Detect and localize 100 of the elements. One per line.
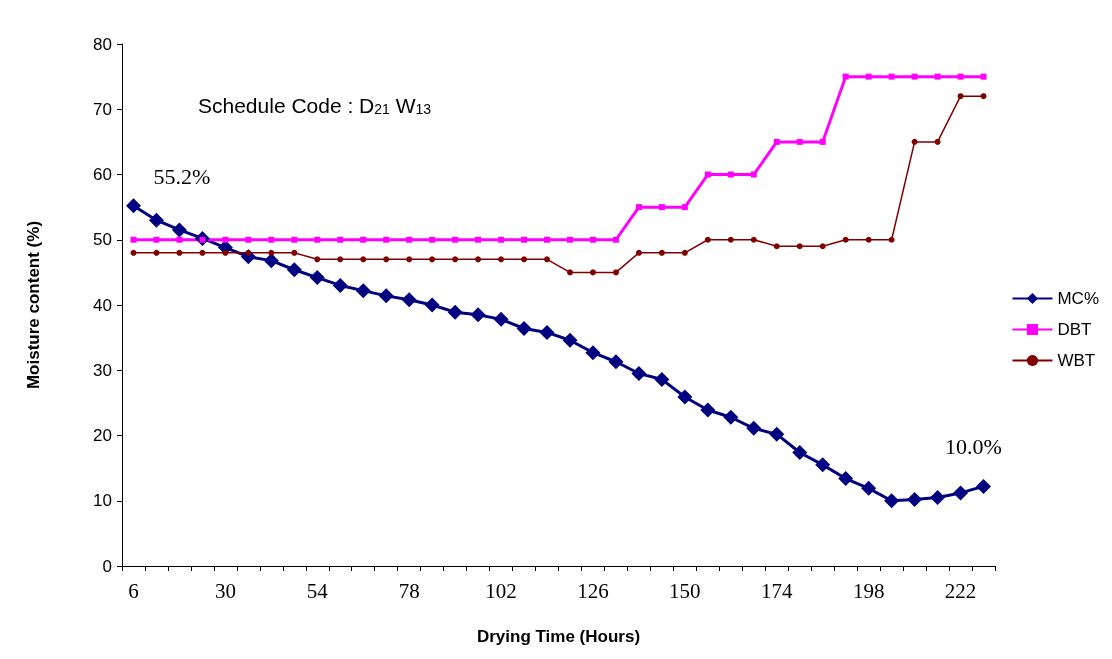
point [976, 478, 992, 494]
x-tick-label: 30 [214, 578, 236, 603]
point [516, 320, 532, 336]
point [199, 249, 206, 256]
point [727, 171, 734, 178]
point [608, 354, 624, 370]
x-tick-label: 6 [128, 578, 139, 603]
point [865, 73, 872, 80]
point [566, 269, 573, 276]
point [930, 489, 946, 505]
point [681, 249, 688, 256]
point [815, 457, 831, 473]
point [291, 249, 298, 256]
point [360, 256, 367, 263]
annotation: Schedule Code : D21 W13 [198, 94, 432, 117]
point [337, 236, 344, 243]
point [286, 262, 302, 278]
point [245, 249, 252, 256]
point [314, 256, 321, 263]
point [355, 283, 371, 299]
annotation: 55.2% [153, 164, 211, 190]
point [332, 277, 348, 293]
point [429, 236, 436, 243]
point [378, 288, 394, 304]
point [383, 236, 390, 243]
point [750, 236, 757, 243]
point [566, 236, 573, 243]
point [953, 485, 969, 501]
y-tick-label: 80 [93, 34, 112, 54]
point [521, 236, 528, 243]
x-tick-label: 78 [398, 578, 420, 603]
point [700, 402, 716, 418]
point [222, 249, 229, 256]
x-tick-label: 222 [944, 578, 977, 603]
point [589, 236, 596, 243]
y-tick-label: 0 [102, 556, 112, 576]
point [654, 371, 670, 387]
point [291, 236, 298, 243]
point [746, 420, 762, 436]
legend-label: DBT [1057, 320, 1092, 339]
point [888, 236, 895, 243]
point [957, 93, 964, 100]
point [980, 73, 987, 80]
point [957, 73, 964, 80]
point [911, 138, 918, 145]
x-tick-label: 54 [306, 578, 329, 603]
point [635, 204, 642, 211]
point [704, 236, 711, 243]
y-tick-label: 30 [93, 360, 112, 380]
point [934, 73, 941, 80]
point [314, 236, 321, 243]
point [631, 366, 647, 382]
x-tick-label: 102 [485, 578, 517, 603]
point [838, 471, 854, 487]
point [268, 249, 275, 256]
y-tick-label: 20 [93, 426, 112, 445]
point [681, 204, 688, 211]
point [130, 236, 137, 243]
point [819, 138, 826, 145]
point [635, 249, 642, 256]
point [865, 236, 872, 243]
point [245, 236, 252, 243]
point [125, 198, 141, 214]
y-tick-label: 50 [93, 230, 112, 250]
point [447, 304, 463, 320]
x-tick-label: 198 [852, 578, 885, 603]
point [723, 409, 739, 425]
point [475, 236, 482, 243]
point [424, 297, 440, 313]
y-tick-label: 60 [93, 165, 112, 184]
point [521, 256, 528, 263]
point [544, 256, 551, 263]
point [934, 138, 941, 145]
point [493, 311, 509, 327]
point [176, 236, 183, 243]
y-tick-label: 10 [93, 491, 112, 511]
y-axis-title: Moisture content (%) [24, 220, 43, 390]
point [401, 292, 417, 308]
point [222, 236, 229, 243]
point [153, 236, 160, 243]
point [153, 249, 160, 256]
point [360, 236, 367, 243]
point [727, 236, 734, 243]
annotation: 10.0% [945, 433, 1002, 459]
point [263, 253, 279, 269]
point [383, 256, 390, 263]
point [148, 212, 164, 228]
point [796, 138, 803, 145]
point [612, 236, 619, 243]
y-tick-label: 70 [93, 99, 112, 119]
point [750, 171, 757, 178]
point [544, 236, 551, 243]
x-tick-label: 150 [669, 578, 701, 603]
point [888, 73, 895, 80]
point [176, 249, 183, 256]
point [309, 270, 325, 286]
point [498, 256, 505, 263]
x-tick-label: 126 [577, 578, 609, 603]
point [769, 426, 785, 442]
point [842, 73, 849, 80]
